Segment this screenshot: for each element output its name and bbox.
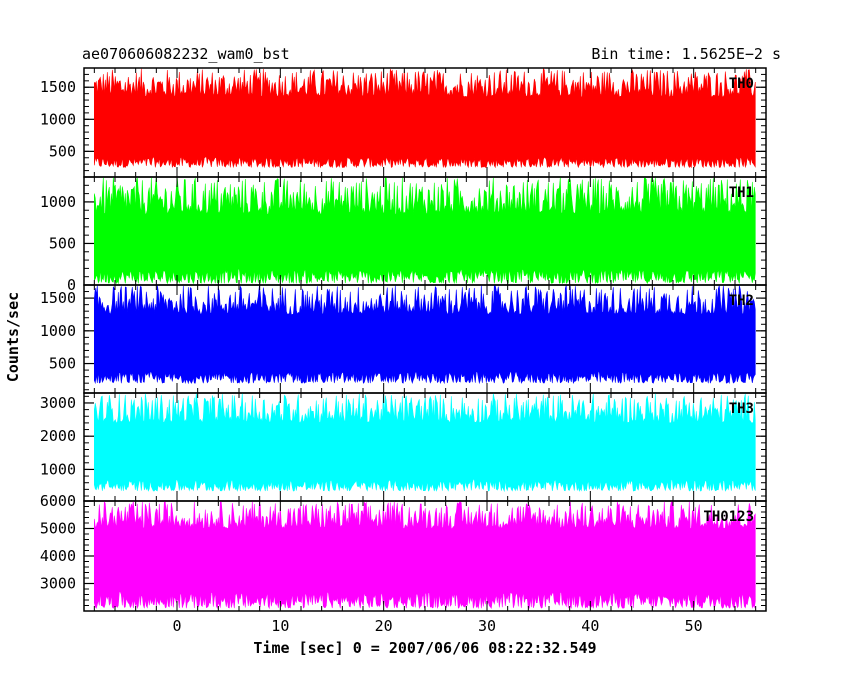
x-tick-labels: 0 10 20 30 40 50 <box>172 617 702 635</box>
panel-th2: 500 1000 1500 TH2 <box>40 284 767 394</box>
y-tick-label: 5000 <box>40 520 76 538</box>
series-th2 <box>94 284 756 385</box>
x-tick-label: 30 <box>478 617 496 635</box>
y-tick-label: 1500 <box>40 289 76 307</box>
panel-label: TH3 <box>729 401 754 417</box>
panel-label: TH2 <box>729 293 754 309</box>
y-tick-label: 3000 <box>40 394 76 412</box>
panel-th3: 1000 2000 3000 TH3 <box>40 392 767 502</box>
y-tick-label: 6000 <box>40 492 76 510</box>
y-tick-label: 500 <box>49 355 76 373</box>
x-tick-label: 20 <box>375 617 393 635</box>
y-tick-label: 1000 <box>40 322 76 340</box>
y-tick-label: 500 <box>49 234 76 252</box>
y-tick-label: 3000 <box>40 575 76 593</box>
bin-time-label: Bin time: 1.5625E−2 s <box>591 45 781 63</box>
series-th3 <box>94 392 756 493</box>
y-tick-label: 2000 <box>40 427 76 445</box>
y-tick-label: 1500 <box>40 78 76 96</box>
y-tick-label: 1000 <box>40 193 76 211</box>
x-tick-label: 0 <box>172 617 181 635</box>
y-tick-label: 4000 <box>40 547 76 565</box>
panel-label: TH0 <box>729 76 754 92</box>
panel-th0123: 3000 4000 5000 6000 TH0123 <box>40 492 767 612</box>
panel-label: TH0123 <box>703 509 754 525</box>
panel-th0: 500 1000 1500 TH0 <box>40 67 767 178</box>
x-tick-label: 10 <box>271 617 289 635</box>
y-tick-label: 500 <box>49 142 76 160</box>
y-tick-label: 1000 <box>40 110 76 128</box>
series-th0123 <box>94 500 756 610</box>
y-tick-label: 1000 <box>40 460 76 478</box>
x-tick-label: 50 <box>685 617 703 635</box>
series-th0 <box>94 68 756 169</box>
y-tick-label: 0 <box>67 276 76 294</box>
y-axis-label: Counts/sec <box>4 292 22 382</box>
chart-title: ae070606082232_wam0_bst <box>82 45 290 63</box>
series-th1 <box>94 176 756 285</box>
x-axis-label: Time [sec] 0 = 2007/06/06 08:22:32.549 <box>253 639 596 657</box>
panels-group: 500 1000 1500 TH0 0 500 1000 TH1 500 1000 1500 TH2 1… <box>40 67 767 612</box>
x-tick-label: 40 <box>581 617 599 635</box>
panel-th1: 0 500 1000 TH1 <box>40 176 767 294</box>
panel-label: TH1 <box>729 185 754 201</box>
